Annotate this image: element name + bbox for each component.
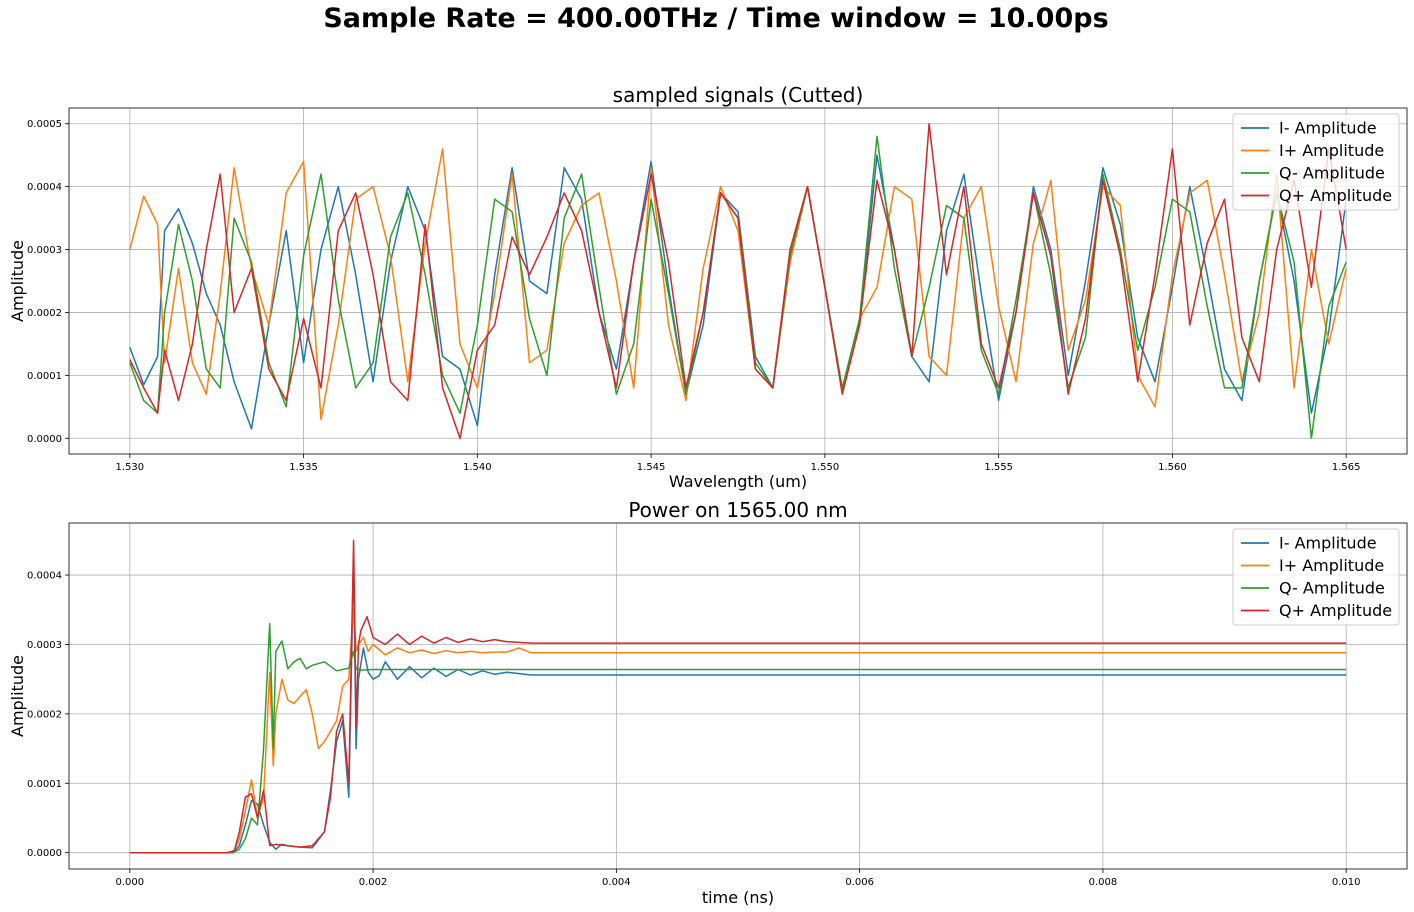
bottom-chart-title: Power on 1565.00 nm [628, 498, 847, 522]
bottom-ytick-label: 0.0003 [27, 640, 62, 651]
top-legend-label: Q+ Amplitude [1279, 186, 1392, 205]
bottom-xtick-label: 0.000 [115, 877, 144, 888]
bottom-series-line-1 [129, 560, 1347, 854]
bottom-chart-frame [68, 522, 1408, 870]
top-xtick-label: 1.560 [1158, 462, 1187, 473]
top-chart-legend: I- Amplitude I+ Amplitude Q- Amplitude Q+ A… [1232, 113, 1400, 211]
bottom-series-line-3 [129, 622, 1347, 854]
bottom-xtick-label: 0.004 [602, 877, 631, 888]
bottom-chart-xlabel: time (ns) [702, 888, 774, 907]
top-xtick-label: 1.535 [289, 462, 318, 473]
top-ytick-label: 0.0001 [27, 371, 62, 382]
bottom-ytick-label: 0.0002 [27, 709, 62, 720]
top-series-line-4 [129, 122, 1347, 440]
bottom-legend-box [1232, 528, 1400, 626]
top-xtick-label: 1.545 [637, 462, 666, 473]
bottom-chart-ticks: 0.000 0.002 0.004 0.006 0.008 0.010 0.0000 0.00… [27, 571, 1361, 888]
top-ytick-label: 0.0002 [27, 308, 62, 319]
bottom-ytick-label: 0.0001 [27, 779, 62, 790]
top-chart-ticks: 1.530 1.535 1.540 1.545 1.550 1.555 1.560 1.565… [27, 119, 1361, 473]
top-xtick-label: 1.555 [984, 462, 1013, 473]
bottom-series-line-4 [129, 539, 1347, 854]
bottom-ytick-label: 0.0004 [27, 571, 62, 582]
bottom-chart: 0.000 0.002 0.004 0.006 0.008 0.010 0.0000 0.00… [8, 498, 1408, 907]
bottom-chart-grid [69, 523, 1407, 869]
top-chart-series [129, 122, 1347, 440]
top-xtick-label: 1.540 [463, 462, 492, 473]
bottom-chart-series [129, 539, 1347, 854]
bottom-legend-label: I+ Amplitude [1279, 556, 1384, 575]
bottom-xtick-label: 0.002 [359, 877, 388, 888]
top-series-line-2 [129, 148, 1347, 421]
top-ytick-label: 0.0003 [27, 245, 62, 256]
top-chart-ylabel: Amplitude [8, 240, 27, 322]
top-xtick-label: 1.565 [1332, 462, 1361, 473]
top-chart-title: sampled signals (Cutted) [613, 83, 864, 107]
top-xtick-label: 1.550 [811, 462, 840, 473]
top-ytick-label: 0.0000 [27, 434, 62, 445]
bottom-xtick-label: 0.010 [1332, 877, 1361, 888]
top-chart-grid [69, 108, 1407, 454]
bottom-legend-label: I- Amplitude [1279, 534, 1377, 553]
bottom-ytick-label: 0.0000 [27, 848, 62, 859]
bottom-xtick-label: 0.008 [1089, 877, 1118, 888]
bottom-chart-ylabel: Amplitude [8, 655, 27, 737]
bottom-series-line-2 [129, 602, 1347, 854]
top-xtick-label: 1.530 [115, 462, 144, 473]
bottom-legend-label: Q- Amplitude [1279, 579, 1385, 598]
top-legend-label: I+ Amplitude [1279, 141, 1384, 160]
top-ytick-label: 0.0004 [27, 182, 62, 193]
bottom-chart-legend: I- Amplitude I+ Amplitude Q- Amplitude Q+ A… [1232, 528, 1400, 626]
bottom-xtick-label: 0.006 [845, 877, 874, 888]
top-ytick-label: 0.0005 [27, 119, 62, 130]
bottom-legend-label: Q+ Amplitude [1279, 601, 1392, 620]
top-legend-label: Q- Amplitude [1279, 164, 1385, 183]
top-chart-xlabel: Wavelength (um) [669, 472, 807, 491]
top-chart: 1.530 1.535 1.540 1.545 1.550 1.555 1.560 1.565… [8, 83, 1408, 491]
figure-suptitle: Sample Rate = 400.00THz / Time window = … [323, 3, 1108, 34]
top-legend-label: I- Amplitude [1279, 119, 1377, 138]
top-chart-frame [68, 107, 1408, 455]
top-legend-box [1232, 113, 1400, 211]
